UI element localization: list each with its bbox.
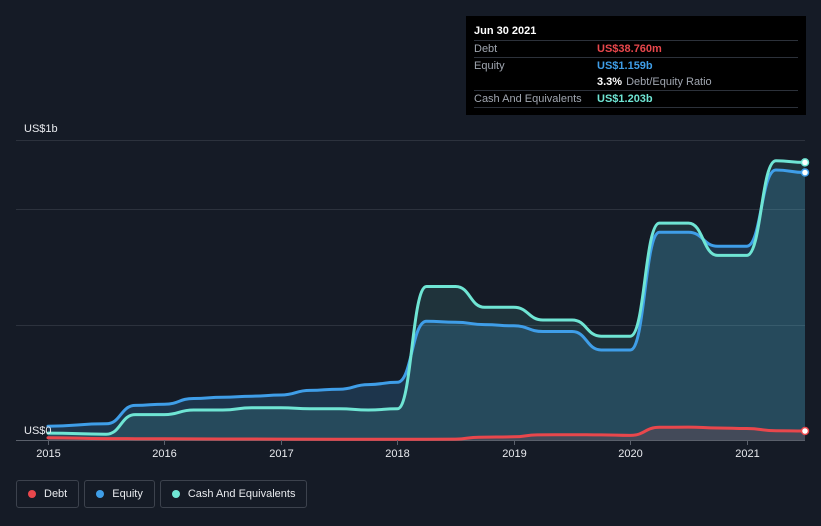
cash-dot-icon (171, 490, 180, 498)
debt-area (48, 427, 805, 440)
line-layer (46, 159, 807, 441)
tooltip-equity-label: Equity (474, 60, 505, 72)
x-tick-label: 2016 (152, 448, 176, 460)
tooltip-equity-value: US$1.159b (597, 60, 653, 72)
y-tick-label: US$1b (24, 123, 58, 135)
tooltip-ratio-value: 3.3% (597, 76, 623, 88)
tooltip-cash-value: US$1.203b (597, 93, 653, 105)
legend-item-cash[interactable]: Cash And Equivalents (159, 480, 308, 508)
axis-layer: US$1b US$0 2015 2016 2017 2018 2019 2020 2021 (24, 123, 760, 460)
x-tick-label: 2018 (385, 448, 409, 460)
tooltip-row-cash: Cash And Equivalents US$1.203b (474, 90, 798, 108)
area-layer (48, 160, 805, 440)
debt-end-marker (800, 426, 810, 436)
cash-line (46, 159, 807, 436)
y-tick-label: US$0 (24, 425, 52, 437)
equity-end-marker (800, 168, 810, 177)
legend-item-equity[interactable]: Equity (84, 480, 155, 508)
tooltip-debt-label: Debt (474, 43, 498, 55)
equity-area (48, 170, 805, 440)
equity-line (46, 168, 807, 428)
x-tick-label: 2021 (735, 448, 759, 460)
legend-equity-label: Equity (112, 488, 143, 500)
x-tick-label: 2017 (269, 448, 293, 460)
marker-layer (800, 158, 810, 436)
cash-area (48, 160, 805, 440)
chart-legend: Debt Equity Cash And Equivalents (16, 480, 308, 508)
tooltip-debt-value: US$38.760m (597, 43, 662, 55)
tooltip-ratio-label: Debt/Equity Ratio (626, 76, 712, 88)
legend-item-debt[interactable]: Debt (16, 480, 80, 508)
x-tick-label: 2020 (618, 448, 642, 460)
debt-dot-icon (28, 490, 36, 498)
legend-debt-label: Debt (44, 488, 68, 500)
cash-end-marker (800, 158, 810, 167)
equity-dot-icon (96, 490, 105, 498)
x-tick-label: 2015 (36, 448, 60, 460)
tooltip-row-debt: Debt US$38.760m (474, 40, 798, 57)
tooltip-row-ratio: 3.3% Debt/Equity Ratio (474, 74, 798, 90)
tooltip-date: Jun 30 2021 (474, 25, 537, 37)
debt-line (46, 425, 807, 441)
tooltip-row-equity: Equity US$1.159b (474, 57, 798, 74)
x-tick-label: 2019 (502, 448, 526, 460)
hover-tooltip: Jun 30 2021 Debt US$38.760m Equity US$1.… (466, 16, 806, 115)
tooltip-cash-label: Cash And Equivalents (474, 93, 582, 105)
legend-cash-label: Cash And Equivalents (187, 488, 296, 500)
